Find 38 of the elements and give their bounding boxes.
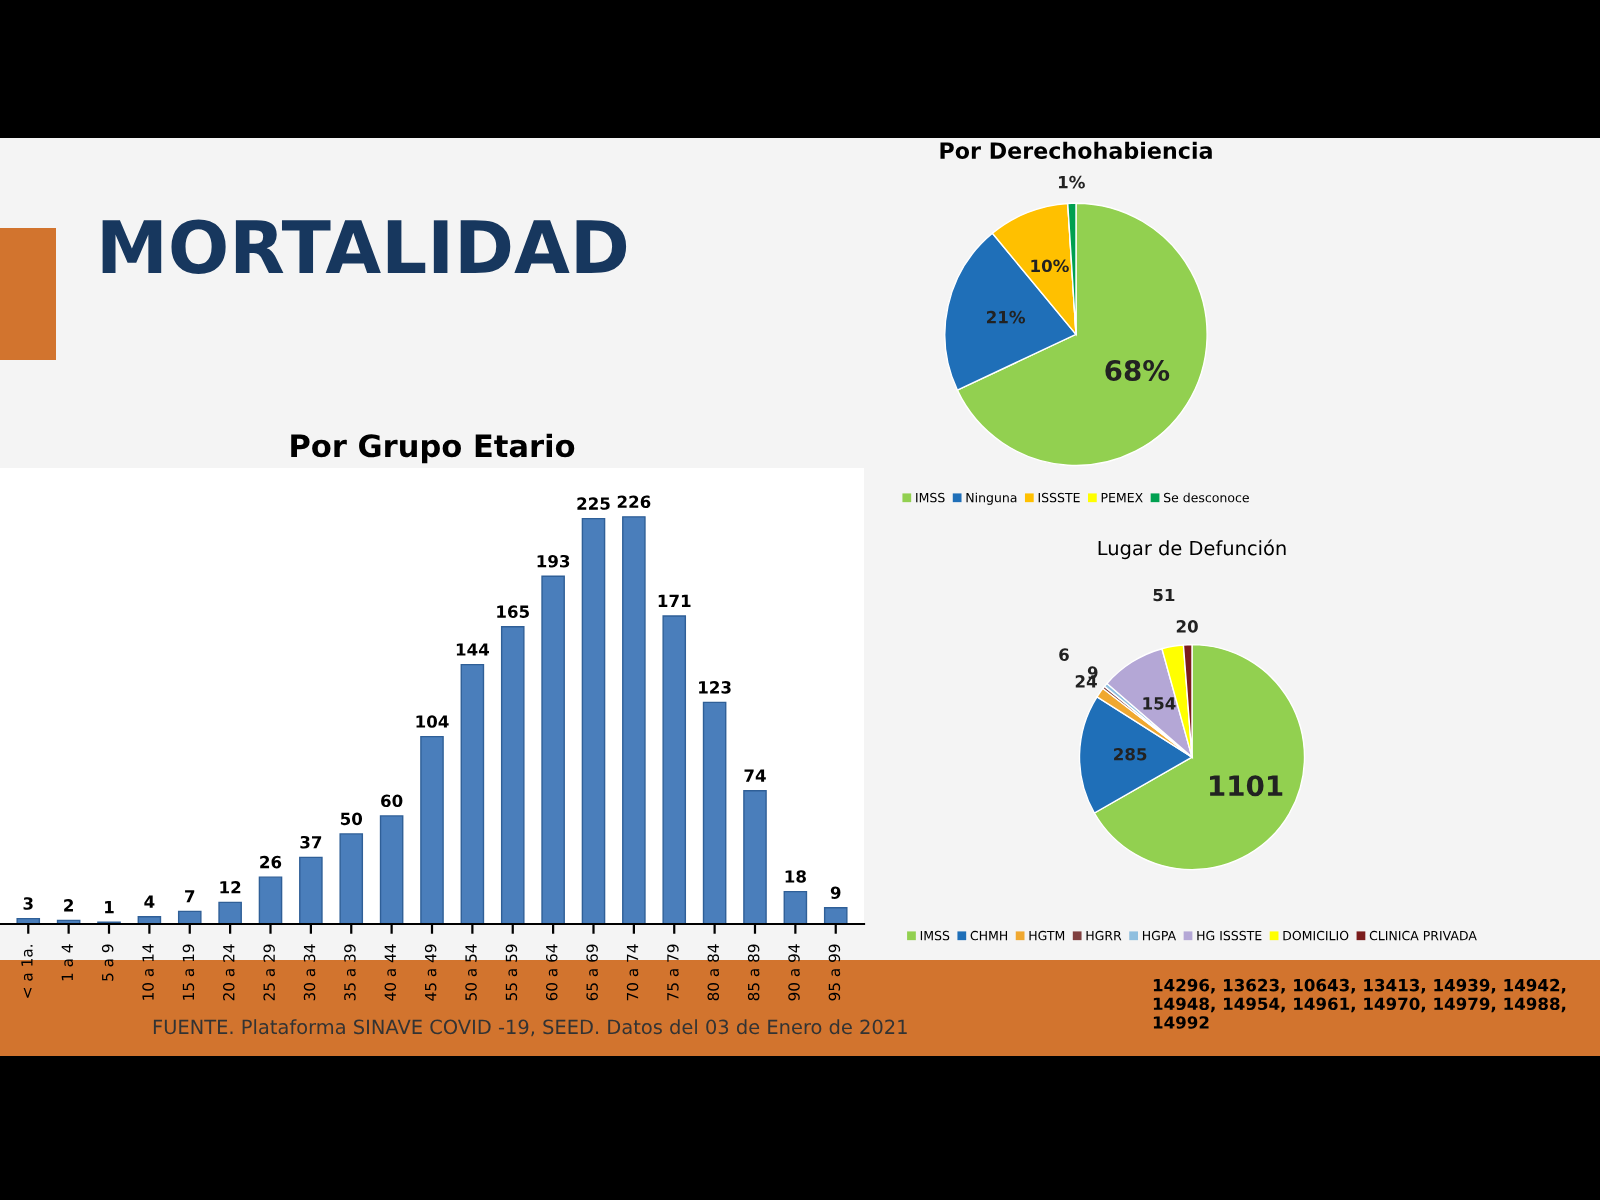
data-label: 20 xyxy=(1176,620,1198,633)
data-label: 3 xyxy=(23,897,33,910)
chart-title: Por Derechohabiencia xyxy=(940,141,1212,159)
text: MORTALIDAD xyxy=(102,219,627,275)
data-label: 1 xyxy=(105,901,114,914)
data-label: 74 xyxy=(744,769,766,782)
chart-title: Por Grupo Etario xyxy=(291,433,575,464)
data-label: 4 xyxy=(144,895,155,908)
data-label: 154 xyxy=(1143,697,1176,710)
data-label: 26 xyxy=(260,855,282,869)
data-label: 12 xyxy=(220,880,241,894)
data-label: 1% xyxy=(1059,175,1085,189)
text: 14296, 13623, 10643, 13413, 14939, 14942, 14948, 14954, 14961, 14970, 14979, 14988, 14992 xyxy=(1153,978,1566,1029)
chart-title: Lugar de Defunción xyxy=(1098,539,1286,560)
data-label: 51 xyxy=(1153,588,1175,602)
data-label: 104 xyxy=(416,715,449,728)
data-label: 9 xyxy=(830,886,841,899)
data-label: 21% xyxy=(987,310,1026,324)
data-label: 123 xyxy=(699,681,731,694)
data-label: 285 xyxy=(1114,747,1147,761)
data-label: 225 xyxy=(577,497,610,510)
data-label: 18 xyxy=(785,870,806,883)
data-label: 165 xyxy=(497,605,529,618)
data-label: 1101 xyxy=(1210,775,1283,797)
data-label: 24 xyxy=(1075,675,1097,688)
data-label: 144 xyxy=(456,643,489,656)
data-label: 171 xyxy=(658,594,691,607)
data-label: 2 xyxy=(64,899,73,912)
data-label: 193 xyxy=(537,554,570,568)
data-label: 6 xyxy=(1059,648,1069,661)
source-note: FUENTE. Plataforma SINAVE COVID -19, SEED. Datos del 03 de Enero de 2021 xyxy=(153,1019,907,1037)
data-label: 50 xyxy=(340,812,363,826)
data-label: 7 xyxy=(185,890,195,903)
data-label: 37 xyxy=(300,835,322,849)
data-label: 10% xyxy=(1031,259,1069,273)
data-label: 226 xyxy=(617,495,651,509)
data-label: 60 xyxy=(381,794,403,808)
data-label: 68% xyxy=(1105,360,1170,382)
